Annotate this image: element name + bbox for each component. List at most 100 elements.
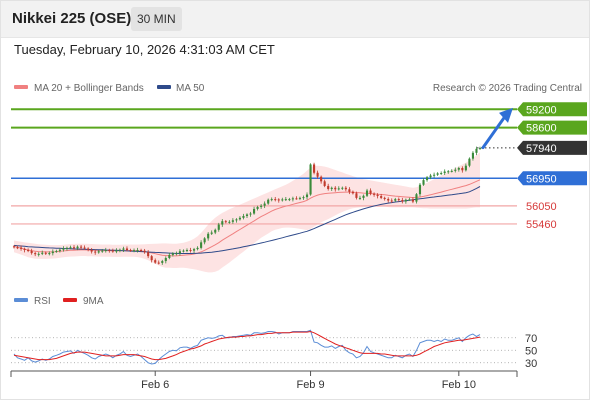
candle <box>365 188 369 197</box>
candle <box>55 249 58 253</box>
candle <box>235 218 238 223</box>
candle-body <box>390 200 393 202</box>
candle-body <box>411 199 414 202</box>
candle <box>23 247 26 253</box>
candle-body <box>41 252 44 254</box>
candle <box>383 196 386 201</box>
candle-body <box>147 252 150 257</box>
candle <box>90 248 93 254</box>
candle <box>429 173 432 180</box>
candle-body <box>101 250 104 252</box>
candle <box>72 245 76 250</box>
candle-body <box>108 250 111 252</box>
candle <box>270 197 273 202</box>
candle-body <box>87 248 90 250</box>
candle <box>87 247 90 252</box>
level-tag-bg <box>517 102 587 117</box>
candle <box>164 256 167 264</box>
candle-body <box>429 175 432 178</box>
timeframe-button[interactable]: 30 MIN <box>131 7 182 31</box>
candle <box>217 222 220 232</box>
candle-body <box>422 180 425 185</box>
rsi-tick-label: 70 <box>525 333 537 345</box>
candle <box>457 166 460 172</box>
candle <box>408 197 411 201</box>
candle-body <box>415 194 418 202</box>
candle <box>118 248 121 253</box>
candle <box>104 247 107 253</box>
candle <box>351 190 354 195</box>
candle-body <box>457 167 460 170</box>
candle <box>387 197 390 203</box>
candle-body <box>313 164 316 173</box>
candle-body <box>334 187 337 190</box>
candle-body <box>447 171 450 173</box>
candle-body <box>263 203 266 206</box>
candle <box>242 213 245 220</box>
candle-body <box>203 238 206 243</box>
candle-body <box>20 247 23 249</box>
candle-body <box>245 214 249 216</box>
candle <box>256 205 259 211</box>
candle-body <box>210 232 213 234</box>
level-tag-bg <box>517 120 587 135</box>
candle-body <box>228 221 231 223</box>
candle-body <box>30 250 33 254</box>
candle <box>147 250 150 259</box>
candle <box>411 197 414 204</box>
candle <box>394 197 397 202</box>
candle <box>337 186 340 191</box>
candle-body <box>281 199 284 201</box>
candle-body <box>440 173 443 175</box>
candle <box>291 196 294 202</box>
candle <box>253 206 256 215</box>
legend-label-rsi: RSI <box>34 296 51 307</box>
candle-body <box>358 197 362 199</box>
candle-body <box>129 250 132 252</box>
candle-body <box>475 148 478 153</box>
level-tag-text: 58600 <box>526 123 557 135</box>
candle <box>295 196 298 200</box>
candle-body <box>207 233 210 239</box>
candle-body <box>235 219 238 221</box>
candle-body <box>118 249 121 251</box>
candle-body <box>157 262 160 264</box>
candle <box>450 169 453 173</box>
candle <box>341 186 344 190</box>
candle <box>143 248 146 254</box>
candle <box>125 246 129 252</box>
candle <box>376 193 379 199</box>
candle <box>168 252 171 260</box>
candle <box>401 197 404 204</box>
instrument-title: Nikkei 225 (OSE) <box>12 10 132 27</box>
candle-body <box>171 253 174 255</box>
candle <box>447 169 450 174</box>
candle <box>76 245 79 251</box>
candle <box>80 244 83 250</box>
candle <box>111 248 114 253</box>
header-bar: Nikkei 225 (OSE) 30 MIN <box>1 1 589 38</box>
candle <box>185 248 189 253</box>
candle <box>263 201 266 209</box>
candle <box>425 175 429 182</box>
candle-body <box>58 249 61 251</box>
candle <box>369 188 372 196</box>
legend-swatch-ma20 <box>14 85 28 89</box>
legend-swatch-rsi <box>14 298 28 302</box>
time-axis: Feb 6 Feb 9 Feb 10 <box>10 370 518 391</box>
candle-body <box>65 247 69 249</box>
candle <box>277 198 280 203</box>
candle <box>238 216 241 221</box>
level-tag-text: 57940 <box>526 143 557 155</box>
candle-body <box>302 197 305 199</box>
candle <box>284 196 287 202</box>
price-legend: MA 20 + Bollinger Bands MA 50 <box>14 83 205 94</box>
candle-body <box>387 198 390 201</box>
candle <box>189 247 192 253</box>
candle-body <box>464 165 467 171</box>
candles-layer <box>12 146 482 265</box>
candle-body <box>288 199 291 201</box>
candle <box>150 254 153 263</box>
candle <box>327 183 330 191</box>
candle <box>27 248 30 253</box>
